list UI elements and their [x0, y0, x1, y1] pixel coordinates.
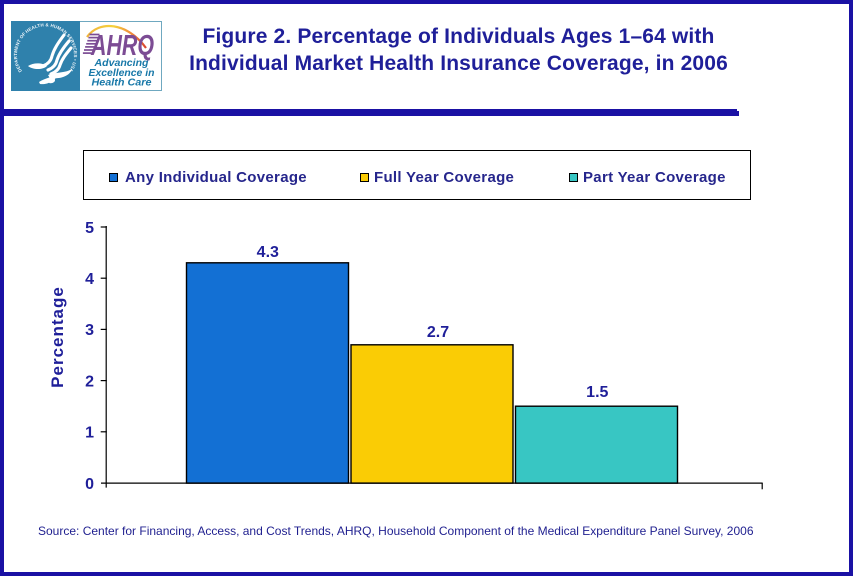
svg-text:Health Care: Health Care	[92, 78, 152, 89]
svg-text:Excellence in: Excellence in	[89, 68, 155, 79]
svg-text:5: 5	[85, 220, 94, 237]
svg-text:0: 0	[85, 476, 94, 493]
svg-text:Percentage: Percentage	[48, 286, 67, 388]
svg-text:1.5: 1.5	[586, 384, 608, 401]
svg-text:3: 3	[85, 322, 94, 339]
svg-text:AHRQ: AHRQ	[90, 30, 154, 62]
svg-text:2.7: 2.7	[427, 324, 449, 341]
svg-text:1: 1	[85, 425, 94, 442]
svg-text:4: 4	[85, 271, 94, 288]
svg-text:Advancing: Advancing	[93, 58, 148, 69]
svg-text:4.3: 4.3	[257, 244, 279, 261]
svg-text:2: 2	[85, 373, 94, 390]
